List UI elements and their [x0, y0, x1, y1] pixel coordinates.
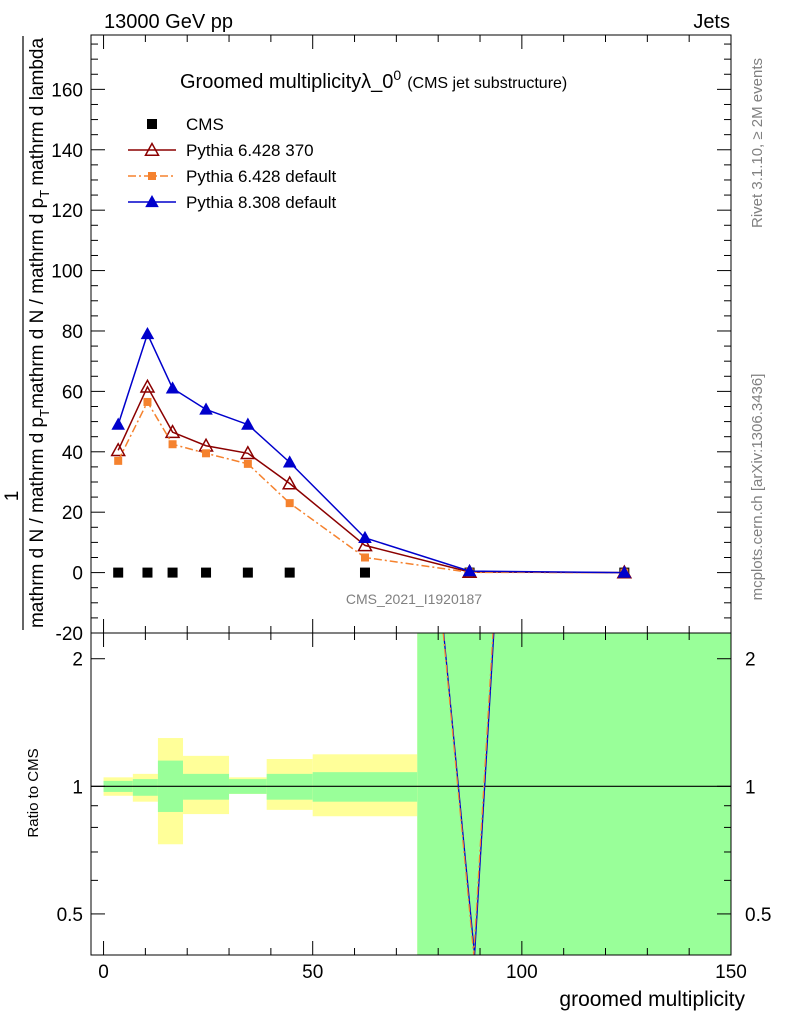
- data-point-pythia8: [358, 530, 372, 544]
- data-point-pythia6-370: [139, 378, 156, 393]
- legend-marker-pythia8: [145, 194, 159, 208]
- ylabel-numerator: 1: [2, 491, 23, 502]
- legend-marker-cms: [147, 119, 157, 129]
- y-tick-label: 120: [51, 201, 83, 222]
- series-line: [117, 331, 625, 574]
- rivet-label: Rivet 3.1.10, ≥ 2M events: [749, 58, 766, 228]
- legend-marker-pythia6-370: [144, 141, 160, 156]
- x-tick-label: 100: [506, 962, 538, 983]
- y-tick-label: 60: [62, 382, 83, 403]
- y-tick-label: 160: [51, 80, 83, 101]
- legend-label: Pythia 6.428 370: [186, 141, 314, 160]
- data-point-pythia6-370: [164, 424, 181, 439]
- y-tick-label: 20: [62, 503, 83, 524]
- watermark: CMS_2021_I1920187: [346, 591, 482, 607]
- ratio-ylabel: Ratio to CMS: [25, 748, 42, 837]
- main-plot-area: [110, 326, 633, 579]
- main-y-ticks: -20 0 20 40 60 80 100 120 140 160: [51, 35, 732, 645]
- mcplots-label: mcplots.cern.ch [arXiv:1306.3436]: [749, 374, 766, 601]
- data-point-cms: [201, 567, 212, 578]
- data-point-cms: [242, 567, 253, 578]
- data-point-pythia6-default: [285, 499, 294, 508]
- ratio-plot-area: [91, 633, 731, 955]
- ratio-y-tick-label: 0.5: [57, 905, 83, 926]
- x-axis-label: groomed multiplicity: [559, 988, 745, 1011]
- data-point-pythia6-default: [168, 440, 177, 449]
- ratio-y-tick-label: 2: [72, 650, 83, 671]
- category-label: Jets: [693, 11, 730, 33]
- legend-label: Pythia 6.428 default: [186, 167, 337, 186]
- data-point-pythia8: [617, 565, 632, 578]
- chart-title: Groomed multiplicityλ_00 (CMS jet substru…: [180, 67, 567, 93]
- legend-label: Pythia 8.308 default: [186, 193, 337, 212]
- data-point-pythia6-default: [143, 397, 152, 406]
- data-point-pythia8: [111, 417, 125, 430]
- ratio-line: [442, 633, 494, 955]
- data-point-pythia6-default: [114, 456, 123, 465]
- data-point-cms: [167, 567, 178, 578]
- data-point-cms: [142, 567, 153, 578]
- data-point-pythia6-370: [357, 537, 373, 552]
- x-tick-label: 50: [302, 962, 323, 983]
- x-axis-ticks: 0 50 100 150: [98, 633, 747, 983]
- legend-marker-pythia6-default: [148, 172, 156, 180]
- data-point-pythia6-default: [360, 553, 369, 562]
- ratio-y-ticks: 0.5 0.5 1 1 2 2: [57, 650, 772, 926]
- data-point-cms: [113, 567, 124, 578]
- ratio-y-tick-label-right: 2: [745, 650, 756, 671]
- ratio-frame: [90, 632, 732, 956]
- data-point-pythia6-370: [240, 445, 256, 460]
- x-tick-label: 0: [98, 962, 109, 983]
- y-tick-label: 100: [51, 262, 83, 283]
- y-tick-label: 140: [51, 141, 83, 162]
- data-point-pythia8: [282, 455, 297, 468]
- legend: CMS Pythia 6.428 370 Pythia 6.428 default P…: [128, 115, 337, 212]
- ratio-y-tick-label: 1: [72, 777, 83, 798]
- main-ylabel: 1 mathrm d N / mathrm d pTmathrm d N / m…: [2, 36, 52, 630]
- ylabel-denominator: mathrm d N / mathrm d pTmathrm d N / mat…: [27, 38, 52, 629]
- energy-label: 13000 GeV pp: [104, 11, 233, 33]
- y-tick-label: -20: [56, 624, 83, 645]
- y-tick-label: 80: [62, 322, 83, 343]
- data-point-pythia6-370: [281, 475, 298, 490]
- legend-label: CMS: [186, 115, 224, 134]
- ratio-panel: [91, 633, 731, 955]
- data-point-pythia8: [165, 381, 180, 394]
- data-point-cms: [359, 567, 370, 578]
- y-tick-label: 0: [72, 564, 83, 585]
- main-panel: [110, 326, 633, 579]
- data-point-pythia6-default: [243, 459, 252, 468]
- data-point-pythia6-370: [110, 442, 126, 457]
- y-tick-label: 40: [62, 443, 83, 464]
- uncertainty-band-inner: [417, 633, 731, 955]
- data-point-pythia8: [140, 326, 155, 340]
- data-point-pythia8: [241, 417, 255, 430]
- data-point-pythia8: [199, 402, 213, 415]
- data-point-pythia8: [462, 564, 477, 577]
- uncertainty-band-inner: [132, 779, 158, 796]
- ratio-y-tick-label-right: 0.5: [745, 905, 771, 926]
- ratio-y-tick-label-right: 1: [745, 777, 756, 798]
- series-line: [117, 385, 625, 574]
- data-point-cms: [284, 567, 295, 578]
- x-tick-label: 150: [715, 962, 747, 983]
- data-point-pythia6-default: [202, 449, 211, 458]
